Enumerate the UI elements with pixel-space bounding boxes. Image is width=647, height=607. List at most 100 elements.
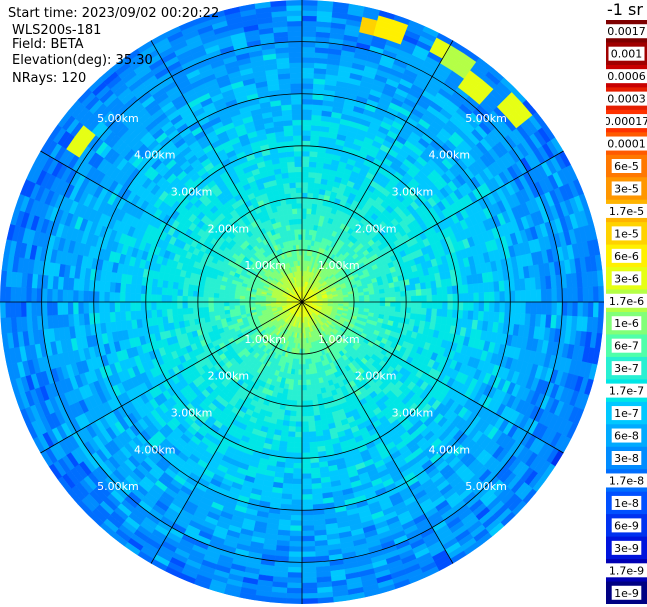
ppi-cell (304, 348, 308, 355)
ppi-cell (405, 296, 412, 303)
ppi-cell (374, 293, 381, 299)
ppi-cell (301, 171, 310, 178)
ppi-cell (493, 311, 500, 323)
ppi-cell (441, 286, 448, 295)
ppi-cell (286, 582, 303, 589)
ppi-cell (415, 289, 422, 297)
ppi-cell (546, 301, 553, 316)
ppi-cell (301, 514, 314, 521)
ppi-cell (447, 301, 454, 311)
ppi-cell (270, 596, 287, 604)
ppi-cell (285, 598, 303, 604)
ppi-cell (301, 509, 314, 516)
ppi-cell (301, 587, 318, 594)
ppi-cell (416, 295, 422, 303)
ppi-cell (369, 297, 376, 303)
ppi-cell (301, 494, 313, 501)
ppi-cell (290, 504, 303, 511)
ppi-cell (566, 301, 573, 317)
ppi-cell (301, 488, 313, 495)
ppi-cell (313, 409, 321, 417)
ppi-cell (309, 373, 315, 380)
ppi-cell (468, 301, 475, 312)
ppi-cell (348, 296, 355, 300)
ppi-cell (514, 301, 521, 314)
ppi-cell (311, 394, 318, 401)
ppi-cell (308, 431, 317, 438)
ppi-cell (373, 289, 380, 295)
ppi-cell (301, 46, 316, 53)
ppi-cell (308, 166, 317, 173)
ppi-cell (293, 462, 303, 469)
ppi-cell (301, 369, 307, 376)
ppi-cell (281, 493, 293, 500)
ppi-cell (436, 301, 443, 310)
ppi-cell (287, 431, 296, 438)
ppi-cell (301, 473, 312, 480)
ppi-cell (520, 290, 527, 303)
ppi-cell (310, 130, 321, 137)
ppi-cell (297, 374, 303, 381)
ppi-cell (301, 530, 315, 537)
ppi-cell (282, 483, 293, 490)
ppi-cell (426, 301, 433, 310)
ppi-cell (304, 353, 309, 360)
ppi-cell (301, 20, 317, 27)
ppi-cell (301, 390, 308, 396)
ppi-cell (378, 288, 386, 295)
ppi-cell (389, 306, 396, 313)
ppi-cell (292, 468, 303, 475)
ppi-cell (384, 287, 391, 294)
ppi-cell (525, 301, 532, 315)
ppi-cell (295, 416, 303, 422)
ppi-cell (390, 301, 396, 308)
ppi-cell (296, 405, 303, 412)
ppi-cell (504, 290, 511, 303)
ppi-cell (441, 309, 448, 318)
ppi-cell (374, 301, 381, 307)
ppi-cell (308, 161, 317, 168)
ppi-cell (284, 462, 294, 469)
ppi-cell (308, 176, 316, 184)
ppi-cell (301, 431, 310, 438)
ppi-cell (289, 415, 297, 422)
ppi-cell (478, 301, 485, 312)
ppi-cell (467, 283, 474, 294)
ppi-cell (301, 140, 311, 147)
ppi-cell (477, 282, 485, 293)
ppi-cell (301, 358, 306, 365)
ppi-cell (291, 494, 303, 501)
ppi-cell (374, 297, 381, 303)
ppi-cell (297, 369, 303, 376)
ppi-cell (400, 296, 407, 303)
ppi-cell (301, 520, 314, 527)
ppi-cell (348, 299, 355, 303)
ppi-cell (289, 525, 303, 532)
ppi-cell (311, 119, 322, 127)
ppi-cell (301, 556, 316, 563)
ppi-cell (530, 289, 537, 303)
ppi-cell (311, 483, 322, 490)
ppi-cell (468, 292, 475, 303)
ppi-cell (286, 441, 295, 448)
ppi-cell (561, 301, 568, 317)
ppi-cell (520, 301, 527, 314)
ppi-cell (384, 297, 391, 303)
ppi-cell (301, 119, 312, 126)
ppi-cell (410, 301, 417, 309)
ppi-cell (446, 309, 454, 319)
ppi-cell (298, 358, 303, 365)
ppi-cell (358, 298, 365, 303)
ppi-cell (426, 308, 433, 316)
ppi-cell (288, 540, 303, 547)
ppi-cell (308, 426, 316, 433)
ppi-cell (310, 467, 321, 474)
ppi-cell (301, 187, 309, 194)
ppi-cell (301, 57, 316, 64)
ppi-cell (301, 129, 312, 136)
ppi-cell (309, 150, 319, 158)
ppi-cell (301, 109, 313, 116)
ppi-cell (394, 306, 402, 313)
ppi-cell (421, 295, 428, 303)
ppi-cell (292, 384, 298, 391)
